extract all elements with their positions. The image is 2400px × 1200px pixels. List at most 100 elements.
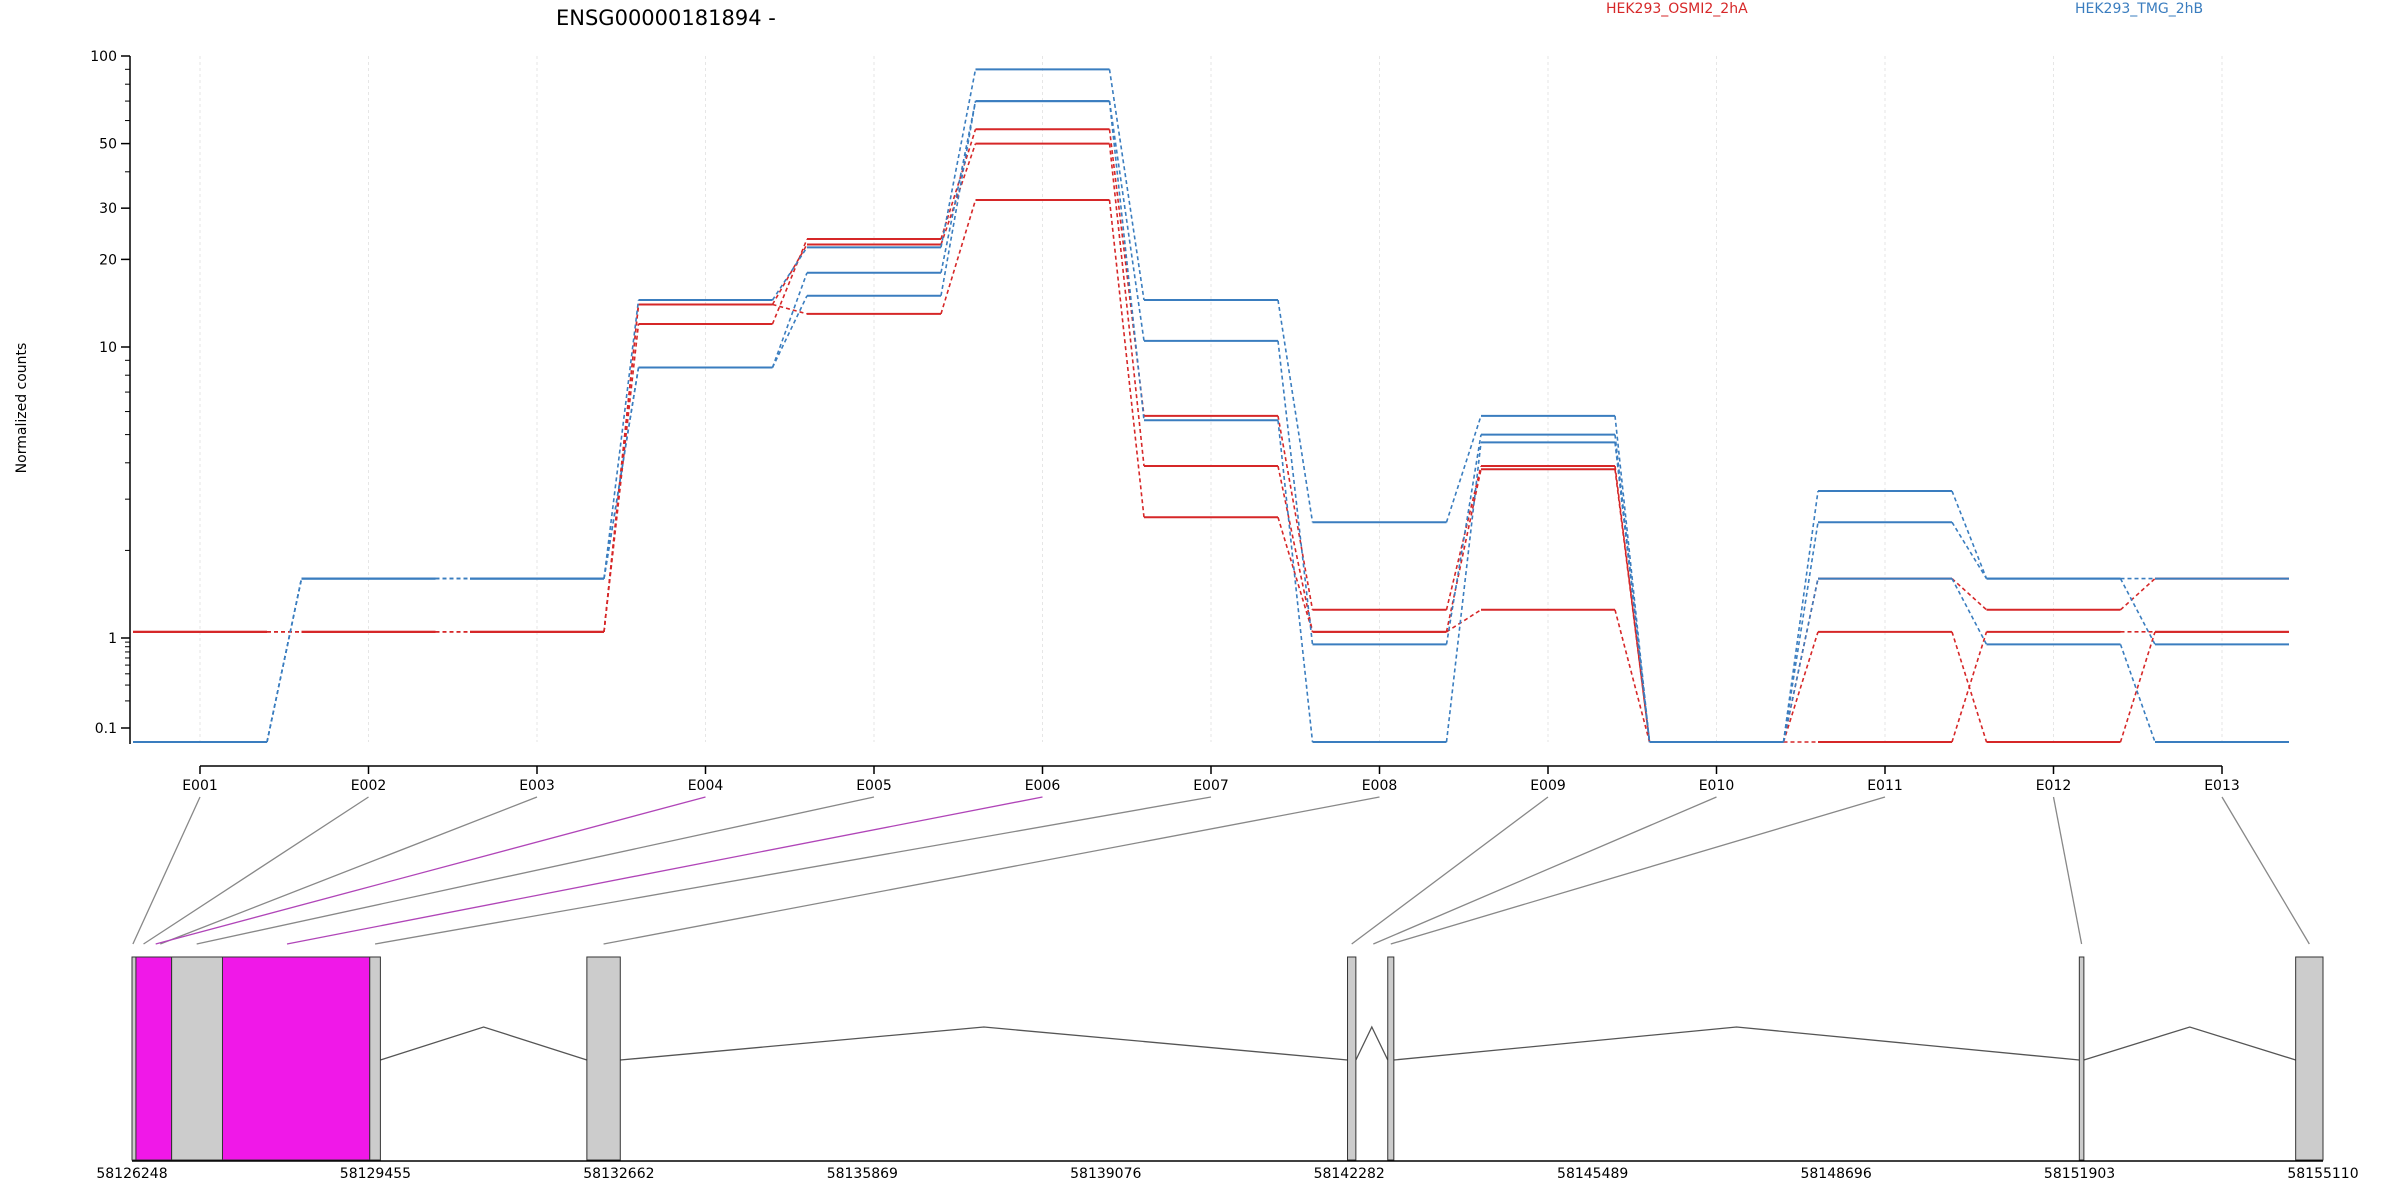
legend-entry-osmi2: HEK293_OSMI2_2hA: [1606, 1, 1748, 17]
intron-line: [620, 1026, 1348, 1061]
exon-connector-e011: [1390, 796, 1886, 945]
exon-connector-e002: [143, 796, 369, 945]
y-axis: 100 50 30 20 10 1 0.1: [90, 49, 131, 744]
exon-connector-e009: [1351, 796, 1549, 945]
x-tick-label-e001: E001: [182, 778, 218, 794]
x-tick-label-e004: E004: [688, 778, 724, 794]
series-connector: [1614, 469, 1651, 743]
gridlines: [199, 56, 2223, 742]
exon-block: [586, 956, 621, 1161]
genomic-coordinate-label: 58145489: [1557, 1166, 1628, 1182]
exon-connector-e004: [155, 796, 706, 945]
genomic-coordinate-label: 58139076: [1070, 1166, 1141, 1182]
x-tick-label-e005: E005: [856, 778, 892, 794]
series-connector: [1277, 340, 1314, 645]
x-tick-label-e003: E003: [519, 778, 555, 794]
series-connector: [1782, 522, 1819, 743]
exon-block: [135, 956, 173, 1161]
series-connector: [940, 100, 977, 273]
x-tick-label-e010: E010: [1699, 778, 1735, 794]
y-axis-label: Normalized counts: [14, 343, 30, 474]
x-tick-label-e006: E006: [1025, 778, 1061, 794]
x-tick-label-e011: E011: [1867, 778, 1903, 794]
exon-connector-e003: [160, 796, 538, 945]
y-tick-label: 100: [90, 49, 117, 65]
series-connector: [2119, 644, 2156, 743]
x-tick-label-e012: E012: [2036, 778, 2072, 794]
series-connector: [940, 100, 977, 296]
y-tick-label: 20: [99, 252, 117, 268]
series-connector: [2119, 631, 2156, 743]
series-connector: [772, 303, 808, 315]
series-connector: [771, 272, 808, 368]
series-connector: [1277, 465, 1314, 632]
series-connector: [1445, 442, 1482, 743]
series-connector: [2119, 578, 2156, 611]
series-connector: [266, 578, 303, 743]
series-connector: [1108, 100, 1145, 341]
x-axis: E001 E002 E003 E004 E005 E006 E007 E008 E009 E010…: [182, 765, 2240, 794]
x-tick-label-e002: E002: [351, 778, 387, 794]
exon-block: [221, 956, 371, 1161]
series-connector: [603, 304, 640, 632]
series-connector: [771, 295, 808, 368]
intron-line: [1355, 1025, 1389, 1061]
series-connector: [771, 244, 808, 305]
exon-connector-e012: [2052, 796, 2083, 945]
genomic-coordinate-label: 58126248: [96, 1166, 167, 1182]
exon-connector-e006: [286, 796, 1043, 945]
exon-block: [1387, 956, 1395, 1161]
exon-block: [2078, 956, 2085, 1161]
series-connector: [603, 367, 640, 579]
series-connector: [603, 323, 640, 632]
series-connector: [1951, 521, 1988, 580]
exon-connector-e001: [132, 796, 201, 945]
plot-area: 100 50 30 20 10 1 0.1 E001 E002 E003 E004 E005 E006…: [90, 49, 2289, 794]
series-connector: [1445, 415, 1482, 523]
chart-title: ENSG00000181894 -: [556, 6, 776, 30]
series-connector: [1277, 299, 1314, 523]
y-tick-label: 0.1: [95, 721, 117, 737]
series-connector: [1277, 415, 1314, 610]
genomic-coordinate-label: 58129455: [340, 1166, 411, 1182]
series-connector: [2119, 578, 2156, 645]
series-connector: [771, 238, 808, 325]
y-tick-label: 1: [108, 631, 117, 647]
genomic-coordinate-label: 58155110: [2287, 1166, 2358, 1182]
series-connector: [1951, 490, 1988, 579]
series-line: [133, 100, 2289, 743]
exon-block: [171, 956, 223, 1161]
exon-block: [2295, 956, 2324, 1161]
legend-entry-tmg: HEK293_TMG_2hB: [2075, 1, 2203, 17]
y-tick-label: 30: [99, 201, 117, 217]
series-connector: [1277, 420, 1314, 743]
series-connector: [1108, 69, 1145, 301]
x-tick-label-e008: E008: [1362, 778, 1398, 794]
x-tick-label-e009: E009: [1530, 778, 1566, 794]
series-connector: [603, 299, 640, 579]
genomic-coordinate-label: 58151903: [2044, 1166, 2115, 1182]
intron-line: [1393, 1026, 2080, 1061]
genomic-axis: 58126248 58129455 58132662 58135869 58139076…: [96, 1160, 2359, 1182]
exon-blocks: [131, 956, 2324, 1161]
exon-block: [131, 956, 137, 1161]
intron-line: [2083, 1026, 2296, 1061]
series-connector: [1445, 469, 1482, 633]
series-connector: [771, 246, 808, 301]
intron-lines: [380, 1025, 2296, 1061]
series-connector: [1782, 631, 1819, 743]
series-connector: [940, 129, 977, 240]
series-connector: [1951, 578, 1988, 611]
genomic-coordinate-label: 58132662: [583, 1166, 654, 1182]
exon-connector-e010: [1373, 796, 1717, 945]
intron-line: [380, 1026, 588, 1061]
exon-connectors: [132, 796, 2310, 945]
y-tick-label: 50: [99, 137, 117, 153]
exon-block: [369, 956, 381, 1161]
exon-block: [1347, 956, 1357, 1161]
series-connector: [1108, 100, 1145, 421]
series-connector: [940, 69, 977, 248]
series-connector: [1951, 631, 1988, 743]
series-connector: [1951, 578, 1988, 645]
